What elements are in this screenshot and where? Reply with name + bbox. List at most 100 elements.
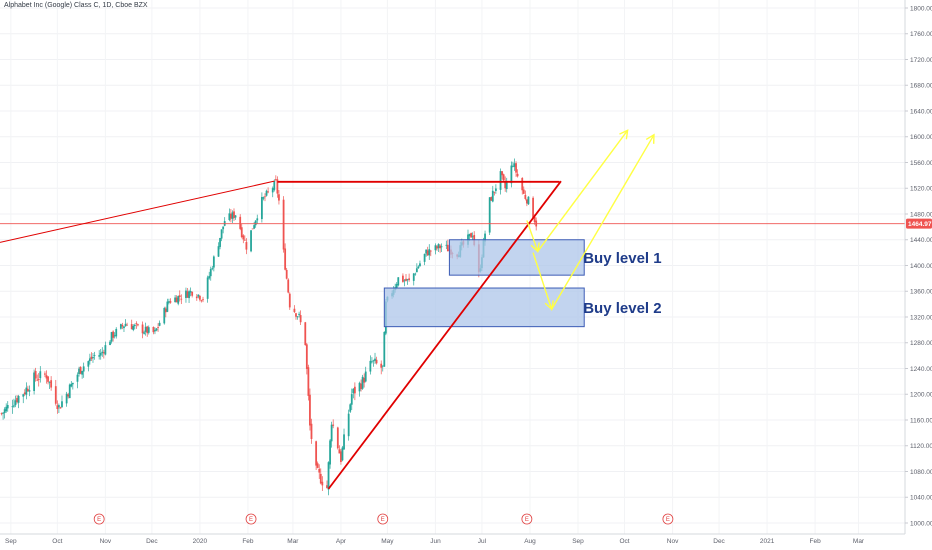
buy-zone-2[interactable]: Buy level 2 — [383, 287, 662, 328]
candle — [522, 186, 525, 195]
candle-body — [124, 323, 127, 327]
candle-body — [23, 392, 26, 395]
candle — [50, 376, 53, 391]
candle-body — [374, 358, 376, 361]
candle-body — [434, 245, 437, 251]
candle — [11, 399, 14, 414]
candle — [141, 321, 144, 339]
candle — [78, 366, 80, 377]
forecast-arrow[interactable] — [526, 129, 629, 253]
candle — [440, 243, 443, 253]
candle — [209, 266, 212, 281]
last-price-tag: 1464.97 — [906, 218, 932, 229]
candle — [144, 322, 147, 336]
candle-body — [169, 301, 172, 303]
candle-body — [109, 341, 111, 346]
candle-body — [158, 322, 161, 326]
candle-body — [445, 244, 448, 246]
candle-body — [315, 441, 318, 466]
candle-body — [180, 298, 183, 300]
buy-zone-1[interactable]: Buy level 1 — [448, 239, 662, 276]
candle-body — [358, 382, 361, 392]
candle — [206, 275, 209, 303]
candle — [250, 230, 252, 253]
candle — [36, 374, 39, 382]
candle-body — [293, 308, 296, 313]
candle-body — [34, 370, 37, 379]
candle — [228, 208, 231, 222]
candle-body — [200, 300, 203, 302]
y-tick-label: 1360.00 — [910, 289, 932, 296]
time-axis[interactable]: Sep Oct Nov Dec 2020 Feb Mar Apr May Jun Jul Aug Sep… — [0, 533, 905, 545]
buy-zone-label: Buy level 1 — [583, 250, 661, 267]
trend-line[interactable] — [0, 180, 275, 243]
candle-body — [499, 171, 502, 190]
forecast-arrow[interactable] — [532, 133, 655, 311]
buy-zone-box[interactable] — [448, 239, 585, 276]
candle-body — [212, 256, 215, 268]
candle-body — [251, 228, 254, 230]
candle-body — [429, 250, 432, 252]
candle-body — [316, 463, 319, 468]
earnings-marker[interactable]: E — [662, 513, 674, 525]
x-tick-label: Oct — [619, 538, 629, 545]
candle — [188, 289, 190, 304]
candle-body — [99, 352, 102, 356]
candle — [2, 412, 4, 420]
candle — [408, 273, 411, 282]
candle-body — [423, 253, 426, 262]
candle-body — [137, 324, 139, 326]
earnings-marker[interactable]: E — [93, 513, 105, 525]
candle-body — [155, 328, 158, 331]
candle-body — [253, 225, 256, 229]
candle-body — [3, 409, 6, 414]
candle-body — [533, 216, 536, 223]
earnings-marker[interactable]: E — [377, 513, 389, 525]
candle — [380, 360, 383, 375]
candle-body — [2, 412, 4, 414]
candle — [524, 190, 527, 201]
candle — [502, 173, 505, 182]
candle — [309, 388, 311, 431]
candle — [234, 214, 237, 220]
candle — [93, 351, 96, 360]
candle — [199, 295, 201, 302]
candle — [76, 372, 79, 389]
earnings-marker[interactable]: E — [245, 513, 257, 525]
candle-body — [446, 244, 449, 252]
candle — [274, 175, 277, 182]
candle — [350, 388, 353, 411]
candle — [143, 330, 146, 335]
candle-body — [222, 226, 225, 230]
buy-zone-box[interactable] — [383, 287, 585, 328]
candle-body — [68, 384, 71, 399]
candle-body — [147, 327, 150, 333]
candle-body — [329, 440, 331, 465]
candle — [5, 403, 8, 413]
trend-line[interactable] — [327, 180, 562, 490]
drawing-annotations[interactable]: Buy level 1 Buy level 2 — [0, 129, 662, 490]
y-tick-label: 1120.00 — [910, 443, 932, 450]
candle-body — [217, 246, 220, 257]
earnings-marker-label: E — [381, 517, 385, 523]
candle-body — [90, 356, 93, 359]
candle — [124, 319, 127, 327]
x-tick-label: Nov — [100, 538, 112, 545]
y-tick-label: 1520.00 — [910, 186, 932, 193]
candle-body — [211, 268, 214, 270]
candle — [175, 295, 178, 303]
candle-body — [436, 246, 438, 249]
candle-body — [28, 390, 31, 392]
candle — [121, 322, 124, 330]
candle-body — [154, 330, 156, 332]
candle-body — [39, 371, 42, 379]
candle — [110, 331, 113, 344]
candle — [332, 419, 335, 429]
candle-body — [285, 269, 288, 279]
candle-body — [265, 190, 268, 196]
earnings-marker[interactable]: E — [521, 513, 533, 525]
price-axis[interactable]: 1000.00 1040.00 1080.00 1120.00 1160.00 1200.… — [904, 0, 932, 534]
candle — [219, 237, 221, 250]
x-tick-label: 2020 — [193, 538, 208, 545]
